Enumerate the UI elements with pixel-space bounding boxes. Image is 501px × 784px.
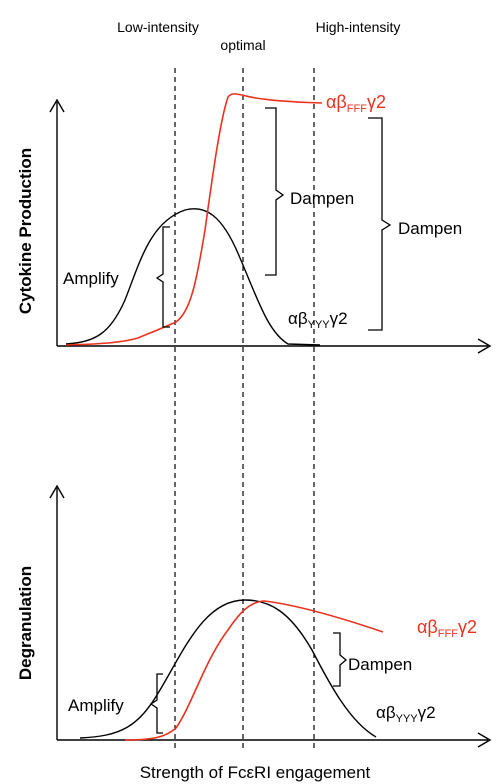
bottom-black-curve <box>79 599 377 739</box>
top-x-axis-arrow <box>477 338 492 354</box>
bottom-panel: Degranulation Amplify Dampen αβFFFγ2 αβY… <box>16 484 492 748</box>
region-label-low: Low-intensity <box>117 19 199 35</box>
top-dampen-outer-brace <box>368 117 392 331</box>
bottom-red-curve <box>124 600 384 741</box>
top-black-series-label: αβYYYγ2 <box>288 309 348 331</box>
top-amplify-label: Amplify <box>63 269 119 288</box>
bottom-y-axis-label: Degranulation <box>16 566 35 680</box>
top-panel: Cytokine Production Amplify Dampen Dampe… <box>16 92 492 354</box>
bottom-dampen-brace <box>333 632 348 687</box>
bottom-amplify-label: Amplify <box>68 696 124 715</box>
top-dampen-inner-brace <box>265 107 285 276</box>
top-y-axis-label: Cytokine Production <box>16 148 35 314</box>
top-y-axis-arrow <box>49 98 65 113</box>
bottom-x-axis-arrow <box>477 732 492 748</box>
top-red-series-label: αβFFFγ2 <box>326 92 386 115</box>
bottom-amplify-brace <box>149 673 163 734</box>
top-red-curve <box>65 93 323 346</box>
bottom-dampen-label: Dampen <box>348 655 412 674</box>
region-label-high: High-intensity <box>316 19 401 35</box>
region-label-optimal: optimal <box>220 37 265 53</box>
top-black-curve <box>65 208 321 346</box>
top-dampen-inner-label: Dampen <box>290 189 354 208</box>
bottom-black-series-label: αβYYYγ2 <box>376 703 436 725</box>
top-dampen-outer-label: Dampen <box>398 219 462 238</box>
top-amplify-brace <box>155 226 170 328</box>
x-axis-label: Strength of FcεRI engagement <box>140 763 371 782</box>
bottom-red-series-label: αβFFFγ2 <box>417 617 477 640</box>
bottom-y-axis-arrow <box>49 484 65 499</box>
